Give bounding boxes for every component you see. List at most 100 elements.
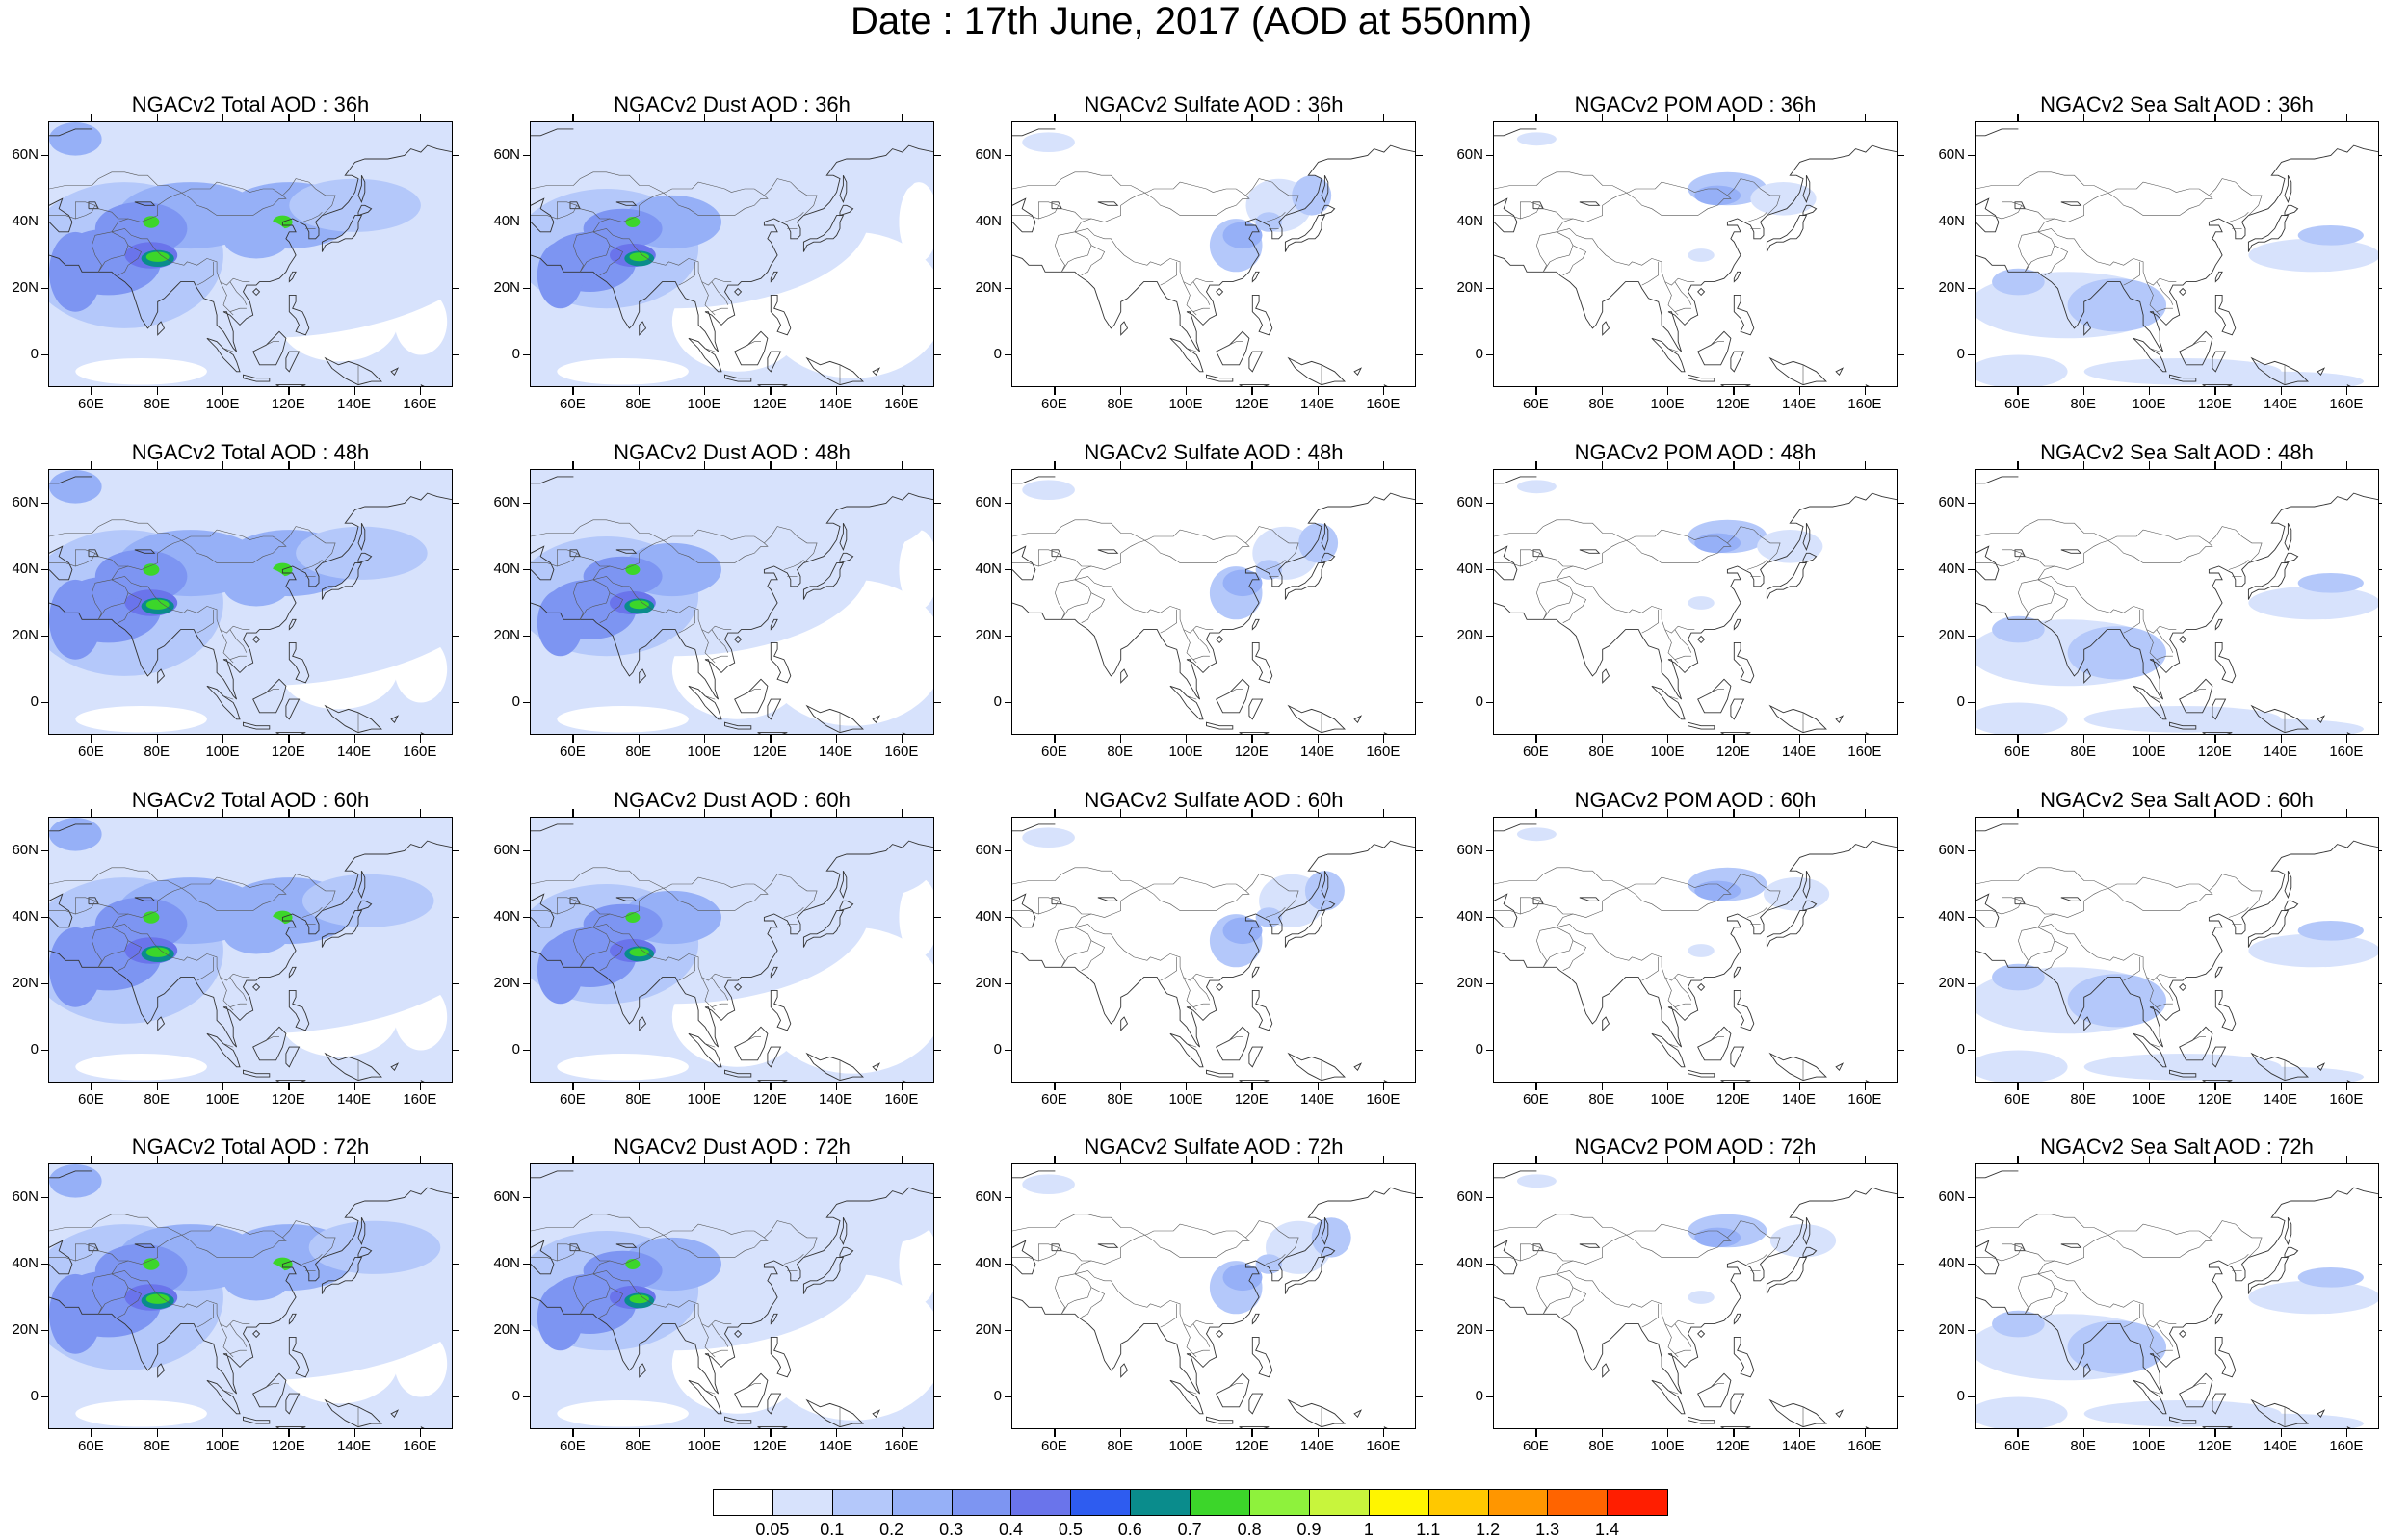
lon-tick: [2214, 1083, 2216, 1090]
lon-tick: [2082, 1156, 2085, 1163]
country-border: [1192, 1323, 1211, 1347]
island-outline: [839, 175, 848, 203]
island-outline: [2214, 989, 2237, 1031]
coastline: [49, 1187, 452, 1395]
longitude-label: 120E: [271, 744, 305, 760]
lon-tick: [835, 1083, 838, 1090]
country-border: [1494, 552, 1573, 567]
aod-contour: [537, 589, 584, 657]
island-outline: [805, 1052, 864, 1082]
lon-tick: [1119, 461, 1122, 469]
country-border: [1222, 1383, 1243, 1391]
island-outline: [1287, 1052, 1346, 1082]
lat-tick: [1898, 1263, 1904, 1265]
aod-contour: [1992, 1310, 2045, 1338]
map-panel: NGACv2 Sulfate AOD : 60h 60N 40N 20N 0 60E 80E…: [975, 788, 1423, 1108]
island-outline: [288, 1336, 310, 1378]
lon-tick: [1119, 1156, 1122, 1163]
lat-tick: [453, 1196, 459, 1198]
latitude-label: 60N: [975, 841, 1002, 858]
lat-tick: [41, 916, 48, 918]
country-border: [1674, 1323, 1692, 1347]
country-border: [2037, 526, 2263, 580]
island-outline: [770, 618, 778, 631]
coastline: [2014, 1243, 2026, 1252]
island-outline: [872, 1062, 881, 1071]
country-border: [75, 201, 95, 219]
lon-tick: [2214, 461, 2216, 469]
country-border: [579, 1273, 611, 1315]
lon-tick: [1185, 387, 1188, 395]
longitude-label: 120E: [1715, 1438, 1750, 1454]
island-outline: [1284, 562, 1326, 600]
aod-contour: [629, 600, 649, 610]
country-border: [2149, 1390, 2160, 1395]
island-outline: [1216, 1372, 1250, 1408]
lat-tick: [934, 1196, 941, 1198]
aod-contour: [1022, 132, 1075, 152]
country-border: [1192, 281, 1211, 305]
island-outline: [1733, 294, 1755, 336]
island-outline: [1602, 668, 1610, 684]
latitude-label: 40N: [1456, 560, 1483, 577]
latitude-label: 40N: [1938, 212, 1965, 229]
lon-tick: [703, 461, 706, 469]
aod-contour: [1976, 1050, 2068, 1082]
coastline: [1494, 492, 1897, 700]
country-border: [704, 1043, 716, 1048]
lat-tick: [1486, 1329, 1493, 1331]
aod-contour: [49, 1164, 102, 1198]
coastline: [1097, 1243, 1119, 1248]
island-outline: [2214, 294, 2237, 336]
country-border: [1976, 900, 2055, 915]
colorbar-swatch: [1369, 1490, 1429, 1515]
longitude-label: 160E: [2329, 1091, 2364, 1108]
longitude-label: 60E: [1041, 396, 1067, 412]
coastline: [1012, 144, 1415, 352]
lat-tick: [1005, 502, 1011, 504]
longitude-label: 100E: [687, 396, 721, 412]
longitude-label: 140E: [2264, 396, 2298, 412]
island-outline: [321, 910, 363, 948]
lat-tick: [1968, 353, 1975, 355]
island-outline: [1206, 374, 1234, 382]
country-border: [531, 1214, 663, 1235]
latitude-label: 40N: [1938, 560, 1965, 577]
aod-contour: [1255, 560, 1282, 580]
lat-tick: [1486, 568, 1493, 570]
lat-tick: [1486, 1049, 1493, 1051]
island-outline: [288, 641, 310, 684]
country-border: [1265, 906, 1286, 918]
lat-tick: [934, 982, 941, 984]
map-panel: NGACv2 POM AOD : 48h 60N 40N 20N 0 60E 80E 100E…: [1456, 440, 1904, 760]
longitude-label: 120E: [271, 396, 305, 412]
coastline: [2014, 897, 2026, 905]
longitude-label: 120E: [1234, 1091, 1269, 1108]
country-border: [2018, 930, 2029, 968]
island-outline: [2284, 552, 2299, 564]
island-outline: [1768, 1398, 1827, 1428]
lat-tick: [1005, 1329, 1011, 1331]
longitude-label: 80E: [2070, 744, 2097, 760]
panel-title: NGACv2 Dust AOD : 60h: [614, 788, 851, 812]
island-outline: [757, 732, 788, 734]
longitude-label: 160E: [1366, 1091, 1400, 1108]
island-outline: [2179, 287, 2187, 297]
country-border: [2228, 211, 2249, 222]
country-border: [531, 204, 610, 220]
island-outline: [1239, 384, 1270, 386]
lon-tick: [1382, 1429, 1385, 1437]
country-border: [92, 1277, 102, 1315]
lon-tick: [1798, 735, 1801, 743]
coastline: [1494, 1240, 1518, 1275]
island-outline: [2169, 1069, 2197, 1078]
country-border: [196, 956, 214, 981]
island-outline: [324, 1398, 382, 1428]
island-outline: [2214, 618, 2223, 631]
island-outline: [2284, 900, 2299, 912]
map-frame: [48, 1163, 453, 1429]
country-border: [1494, 867, 1626, 888]
lon-tick: [1535, 1156, 1537, 1163]
island-outline: [1802, 1246, 1818, 1259]
island-outline: [639, 1363, 647, 1378]
